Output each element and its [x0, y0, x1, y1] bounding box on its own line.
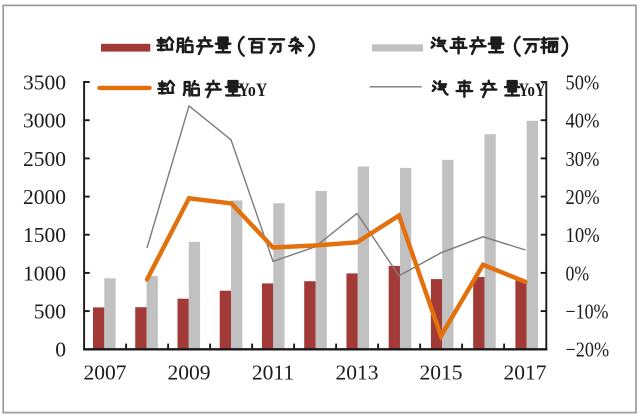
svg-text:2011: 2011 — [252, 361, 294, 385]
svg-text:−10%: −10% — [566, 300, 609, 324]
svg-text:10%: 10% — [566, 223, 600, 247]
svg-text:50%: 50% — [566, 70, 600, 94]
svg-text:1000: 1000 — [23, 261, 66, 285]
svg-text:2015: 2015 — [420, 361, 463, 385]
svg-text:YoY: YoY — [519, 81, 547, 101]
svg-text:2500: 2500 — [23, 147, 66, 171]
svg-text:40%: 40% — [566, 109, 600, 133]
svg-text:0%: 0% — [566, 261, 590, 285]
svg-text:2000: 2000 — [23, 185, 66, 209]
svg-text:20%: 20% — [566, 185, 600, 209]
svg-text:2013: 2013 — [336, 361, 379, 385]
svg-text:30%: 30% — [566, 147, 600, 171]
svg-text:2017: 2017 — [504, 361, 547, 385]
svg-text:YoY: YoY — [238, 81, 268, 101]
svg-text:3500: 3500 — [23, 70, 66, 94]
svg-text:500: 500 — [34, 300, 66, 324]
svg-text:2009: 2009 — [168, 361, 211, 385]
svg-text:0: 0 — [55, 338, 66, 362]
svg-text:1500: 1500 — [23, 223, 66, 247]
svg-text:−20%: −20% — [566, 338, 610, 362]
svg-text:2007: 2007 — [84, 361, 127, 385]
svg-text:3000: 3000 — [23, 109, 66, 133]
